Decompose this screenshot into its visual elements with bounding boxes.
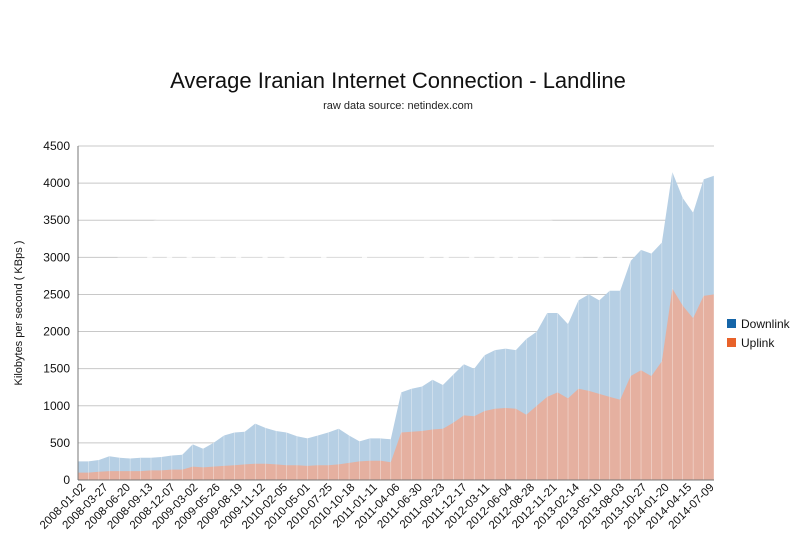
y-tick-label: 4000 xyxy=(43,176,70,190)
legend-label-uplink: Uplink xyxy=(741,336,775,350)
y-tick-label: 4500 xyxy=(43,139,70,153)
gridlines xyxy=(78,145,714,444)
y-tick-label: 1000 xyxy=(43,399,70,413)
axes xyxy=(77,146,714,481)
y-tick-label: 3500 xyxy=(43,213,70,227)
legend-swatch-downlink xyxy=(727,319,736,328)
y-tick-label: 0 xyxy=(63,473,70,487)
y-tick-label: 2500 xyxy=(43,287,70,301)
chart-subtitle: raw data source: netindex.com xyxy=(323,100,473,112)
legend: Downlink Uplink xyxy=(727,317,791,350)
series-columns-uplink xyxy=(77,288,715,480)
legend-swatch-uplink xyxy=(727,338,736,347)
y-tick-label: 3000 xyxy=(43,250,70,264)
legend-label-downlink: Downlink xyxy=(741,317,791,331)
y-tick-label: 500 xyxy=(50,436,70,450)
y-axis-label: Kilobytes per second ( KBps ) xyxy=(13,241,25,386)
y-tick-label: 2000 xyxy=(43,325,70,339)
series-area-uplink xyxy=(78,288,714,480)
watermark: project ainita xyxy=(117,194,628,284)
series-areas xyxy=(77,171,715,480)
y-tick-label: 1500 xyxy=(43,362,70,376)
chart-title: Average Iranian Internet Connection - La… xyxy=(170,68,626,93)
watermark-car-shape xyxy=(117,194,584,280)
y-tick-labels: 0 500 1000 1500 2000 2500 3000 3500 4000 4500 xyxy=(43,139,70,487)
watermark-text: project ainita xyxy=(142,219,628,284)
